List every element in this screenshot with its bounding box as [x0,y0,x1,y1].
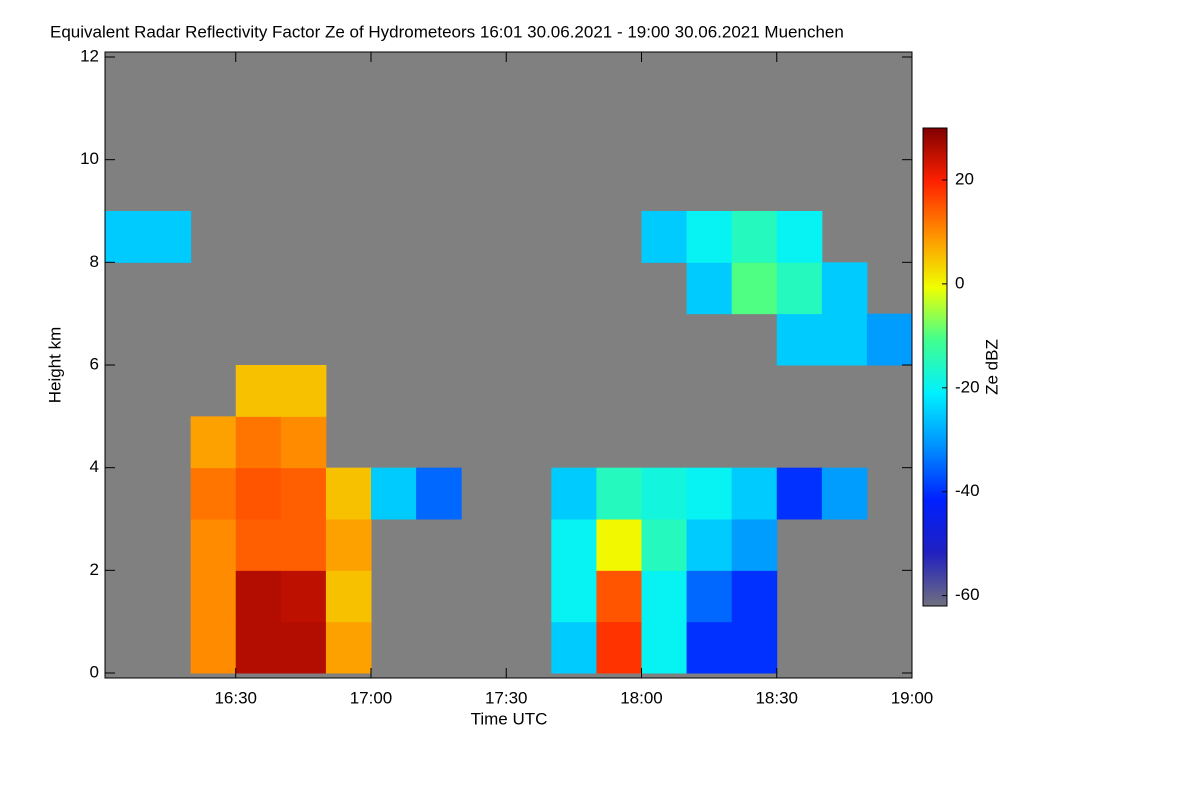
y-tick-label: 2 [90,560,99,579]
heatmap-cell [325,621,372,674]
heatmap-cell [280,621,327,674]
heatmap-cell [280,365,327,417]
heatmap-cell [776,211,823,263]
heatmap-cell [325,467,372,520]
heatmap-cell [731,621,778,674]
heatmap-cell [190,570,237,623]
heatmap-cell [686,621,733,674]
heatmap-cell [686,570,733,623]
heatmap-cell [551,570,597,623]
heatmap-cell [190,621,237,674]
y-axis-label: Height km [45,327,64,404]
heatmap-cell [641,467,688,520]
heatmap-cell [370,467,417,520]
heatmap-cell [551,621,597,674]
heatmap-cell [551,519,597,571]
colorbar-tick-label: -60 [955,585,980,604]
heatmap-cell [190,519,237,571]
heatmap-cell [235,570,282,623]
heatmap-cell [190,467,237,520]
y-tick-label: 10 [80,149,99,168]
x-tick-label: 19:00 [891,688,934,707]
colorbar [922,127,948,607]
heatmap-cell [280,416,327,469]
x-tick-label: 18:30 [755,688,798,707]
heatmap-cell [641,570,688,623]
colorbar-tick-label: 0 [955,273,964,292]
heatmap-cell [416,467,462,520]
heatmap-cell [686,211,733,263]
heatmap-cell [325,570,372,623]
y-tick-label: 4 [90,457,99,476]
colorbar-tick-label: -40 [955,481,980,500]
heatmap-cell [235,365,282,417]
chart-title: Equivalent Radar Reflectivity Factor Ze … [50,22,844,41]
heatmap-cell [731,570,778,623]
heatmap-cell [731,262,778,315]
heatmap-cell [821,262,868,315]
heatmap-cell [325,519,372,571]
heatmap-cell [686,467,733,520]
heatmap-cell [280,519,327,571]
x-tick-label: 17:30 [485,688,528,707]
heatmap-cell [641,519,688,571]
heatmap-cell [686,262,733,315]
colorbar-tick-label: -20 [955,377,980,396]
heatmap-cell [596,621,642,674]
heatmap-cell [596,570,642,623]
heatmap-cell [866,313,913,366]
heatmap-cell [235,621,282,674]
colorbar-label: Ze dBZ [982,339,1001,395]
heatmap-cell [235,467,282,520]
y-tick-label: 12 [80,46,99,65]
heatmap-cell [145,211,192,263]
heatmap-cell [776,313,823,366]
x-tick-label: 18:00 [620,688,663,707]
heatmap-cell [776,262,823,315]
x-tick-label: 16:30 [214,688,257,707]
x-tick-label: 17:00 [350,688,393,707]
heatmap-cell [596,519,642,571]
heatmap-cell [731,467,778,520]
heatmap-cell [641,621,688,674]
heatmap-cell [235,519,282,571]
y-tick-label: 0 [90,662,99,681]
heatmap-cell [596,467,642,520]
heatmap-cell [776,467,823,520]
colorbar-tick-label: 20 [955,169,974,188]
heatmap-cell [731,211,778,263]
heatmap-cell [280,467,327,520]
heatmap-cell [821,467,868,520]
heatmap-cell [235,416,282,469]
y-tick-label: 8 [90,252,99,271]
heatmap-cell [686,519,733,571]
x-axis-label: Time UTC [471,709,548,728]
heatmap-cell [731,519,778,571]
heatmap-cell [280,570,327,623]
heatmap-cell [105,211,147,263]
y-tick-label: 6 [90,354,99,373]
heatmap-cell [641,211,688,263]
heatmap-cell [551,467,597,520]
heatmap-cell [190,416,237,469]
heatmap-cell [821,313,868,366]
